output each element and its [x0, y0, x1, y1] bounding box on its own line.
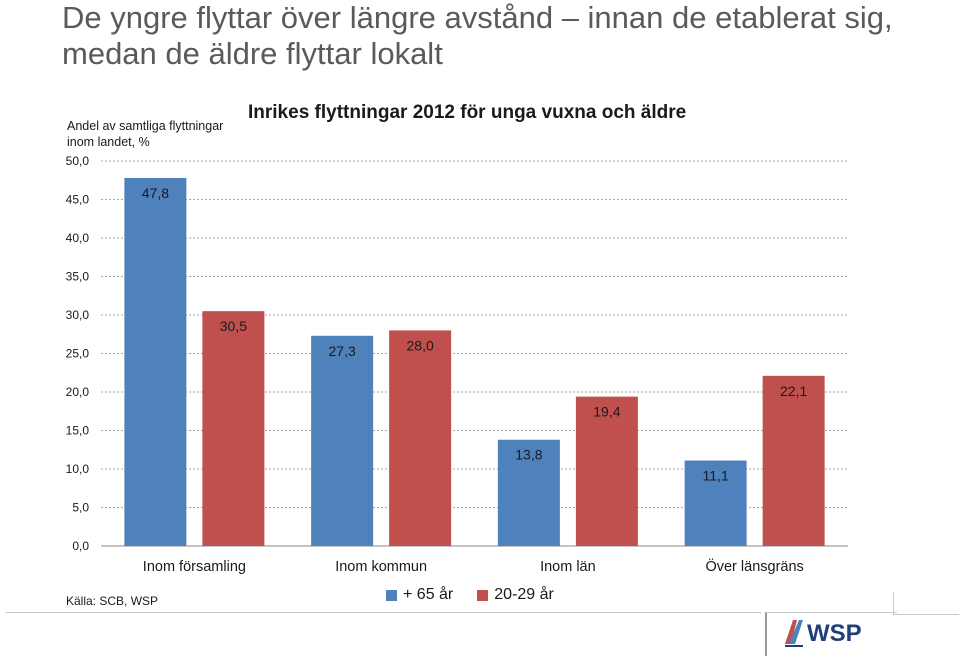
y-tick-label: 40,0: [66, 231, 90, 245]
y-tick-label: 5,0: [72, 501, 89, 515]
chart-title: Inrikes flyttningar 2012 för unga vuxna …: [248, 102, 687, 123]
y-axis-label: Andel av samtliga flyttningar inom lande…: [67, 119, 224, 149]
y-tick-label: 0,0: [72, 539, 89, 553]
y-tick-label: 45,0: [66, 193, 90, 207]
wsp-logo: WSP: [785, 620, 862, 647]
bar: [389, 330, 452, 546]
slide-title: De yngre flyttar över längre avstånd – i…: [62, 0, 893, 71]
legend: + 65 år 20-29 år: [386, 586, 578, 604]
legend-item-65: + 65 år: [386, 586, 453, 604]
logo-tab: [893, 592, 959, 615]
y-tick-label: 30,0: [66, 308, 90, 322]
y-tick-label: 35,0: [66, 270, 90, 284]
bar: [202, 311, 265, 546]
y-tick-label: 20,0: [66, 385, 90, 399]
x-tick-label: Inom kommun: [335, 559, 427, 575]
data-label: 27,3: [329, 343, 356, 359]
logo-frame: [765, 612, 897, 656]
source-note: Källa: SCB, WSP: [66, 594, 159, 608]
bar: [124, 177, 187, 546]
legend-swatch-2029: [477, 589, 489, 601]
data-label: 13,8: [515, 447, 542, 463]
y-tick-label: 50,0: [66, 154, 90, 168]
bar: [311, 335, 374, 546]
bar: [684, 460, 747, 546]
legend-label-65: + 65 år: [403, 586, 454, 603]
data-label: 47,8: [142, 185, 169, 201]
data-label: 11,1: [703, 468, 729, 484]
legend-swatch-65: [386, 589, 397, 601]
bar: [575, 396, 638, 546]
bar: [762, 375, 825, 546]
logo-text: WSP: [807, 620, 862, 647]
x-tick-label: Inom församling: [143, 559, 246, 575]
footer-divider: [6, 612, 761, 613]
bar: [497, 439, 560, 546]
legend-label-2029: 20-29 år: [494, 586, 554, 603]
data-label: 19,4: [593, 404, 620, 420]
y-tick-label: 25,0: [66, 347, 90, 361]
y-tick-label: 10,0: [66, 462, 90, 476]
legend-item-2029: 20-29 år: [477, 586, 554, 604]
y-tick-label: 15,0: [66, 424, 90, 438]
x-tick-label: Över länsgräns: [705, 557, 803, 575]
data-label: 22,1: [780, 383, 807, 399]
x-tick-label: Inom län: [540, 559, 596, 575]
data-label: 30,5: [220, 318, 247, 334]
data-label: 28,0: [407, 337, 434, 353]
